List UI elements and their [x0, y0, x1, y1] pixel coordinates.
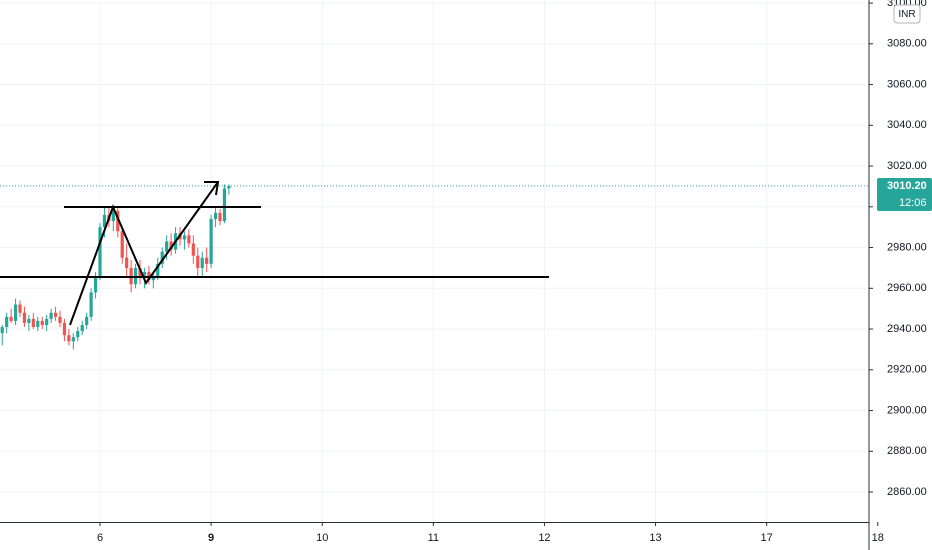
candle-body: [138, 267, 142, 279]
candle-body: [9, 316, 13, 321]
candle-body: [191, 243, 195, 256]
candle-body: [165, 241, 169, 252]
candle-body: [27, 318, 31, 323]
x-tick-label: 18: [872, 532, 884, 544]
x-tick-label: 13: [649, 532, 661, 544]
candle-body: [76, 331, 80, 338]
y-tick-label: 2880.00: [887, 445, 927, 457]
candle-body: [160, 251, 164, 264]
y-tick-label: 3040.00: [887, 119, 927, 131]
candle-body: [53, 312, 58, 317]
candle-body: [169, 241, 173, 250]
y-tick-label: 3020.00: [887, 160, 927, 172]
y-tick-label: 2900.00: [887, 404, 927, 416]
candle-body: [13, 304, 18, 321]
candle-body: [0, 327, 4, 334]
candle-body: [5, 316, 9, 328]
currency-box: [893, 4, 921, 24]
candle-body: [40, 320, 44, 325]
candle-body: [142, 272, 147, 279]
candle-body: [205, 257, 209, 264]
currency-label: INR: [898, 9, 915, 20]
candle-body: [62, 322, 67, 336]
x-tick-label: 10: [316, 532, 328, 544]
time-axis-panel: [0, 522, 932, 550]
candle-body: [120, 231, 124, 258]
grid: [0, 0, 879, 522]
candle-body: [222, 188, 227, 222]
candle-body: [156, 263, 160, 277]
arrow-head: [204, 181, 220, 196]
drawings: [0, 181, 549, 326]
candle-body: [18, 304, 22, 313]
countdown-label: 12:06: [899, 197, 927, 209]
candle-body: [227, 186, 231, 189]
candle-body: [111, 210, 115, 222]
candle-body: [31, 318, 35, 328]
y-tick-label: 2980.00: [887, 241, 927, 253]
y-tick-label: 3100.00: [887, 0, 927, 9]
candle-body: [80, 324, 84, 332]
candle-body: [85, 316, 89, 325]
y-tick-label: 3060.00: [887, 78, 927, 90]
candle-body: [22, 312, 27, 323]
x-tick-label: 17: [761, 532, 773, 544]
candle-body: [200, 257, 204, 268]
candle-body: [58, 316, 62, 323]
candle-body: [125, 257, 129, 268]
x-tick-label: 12: [538, 532, 550, 544]
candle-body: [98, 227, 102, 277]
price-axis-panel: [869, 0, 932, 550]
candle-body: [209, 219, 213, 264]
x-tick-label: 6: [97, 532, 103, 544]
candle-body: [93, 276, 98, 293]
candle-body: [182, 235, 187, 240]
y-tick-label: 3080.00: [887, 38, 927, 50]
x-tick-label: 11: [428, 532, 439, 544]
candles: [0, 184, 869, 350]
y-tick-label: 2860.00: [887, 486, 927, 498]
candle-body: [213, 212, 218, 220]
candle-body: [45, 318, 49, 325]
candle-body: [71, 337, 75, 342]
y-tick-label: 2940.00: [887, 323, 927, 335]
candle-body: [102, 214, 107, 228]
zigzag-path: [69, 181, 219, 326]
y-tick-label: 2920.00: [887, 364, 927, 376]
candle-body: [187, 235, 191, 244]
candle-body: [196, 255, 200, 268]
candle-body: [89, 292, 93, 317]
x-tick-label: 9: [208, 532, 214, 544]
candle-body: [218, 212, 222, 222]
y-tick-label: 2960.00: [887, 282, 927, 294]
candle-body: [151, 276, 155, 281]
candle-body: [36, 320, 40, 328]
last-price-label: 3010.20: [887, 180, 927, 192]
last-price-badge: [877, 178, 932, 212]
candle-body: [67, 335, 71, 342]
candle-body: [49, 312, 53, 319]
candle-body: [116, 210, 120, 232]
